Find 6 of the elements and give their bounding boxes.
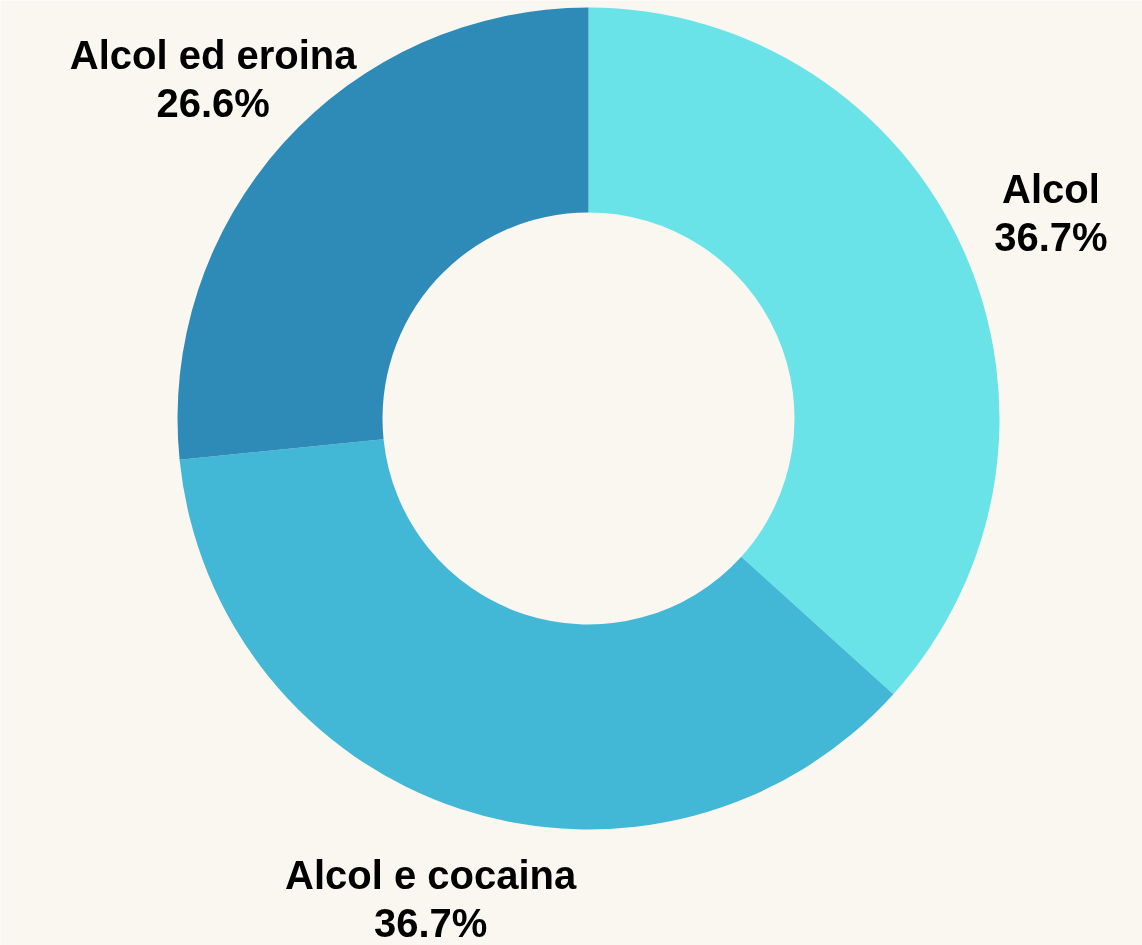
- slice-label: Alcol: [1002, 166, 1100, 211]
- data-label: 36.7%: [373, 901, 488, 945]
- data-label: 36.7%: [994, 215, 1108, 260]
- slice-label: Alcol e cocaina: [285, 853, 577, 898]
- slice-label: Alcol ed eroina: [69, 32, 358, 77]
- data-label: 26.6%: [156, 81, 270, 126]
